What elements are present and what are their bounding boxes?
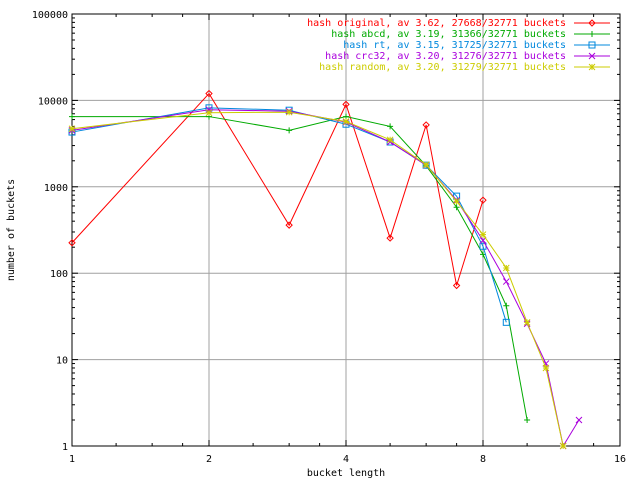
data-point [479,236,487,244]
x-tick-label: 16 [614,454,626,465]
legend-label: hash abcd, av 3.19, 31366/32771 buckets [331,29,566,40]
legend-label: hash random, av 3.20, 31279/32771 bucket… [319,62,566,73]
y-tick-label: 10 [56,356,68,367]
y-tick-label: 1000 [44,183,68,194]
data-point [502,264,510,272]
data-point [342,118,350,125]
data-point [286,127,293,134]
legend-label: hash original, av 3.62, 27668/32771 buck… [307,18,566,29]
data-point [503,302,510,309]
data-point [387,123,394,130]
data-point [575,416,583,424]
data-point [68,125,76,133]
y-tick-label: 10000 [38,96,68,107]
series-1 [68,89,487,290]
data-point [559,442,567,450]
data-point [205,106,213,114]
data-point [422,161,430,169]
axis-ticks: 1 2 4 8 16 1 10 100 1000 10000 100000 [32,10,626,465]
data-point [68,239,76,247]
data-point [502,318,510,326]
data-point [69,113,75,120]
data-point [479,196,487,204]
data-point [205,89,213,98]
data-point [542,364,550,372]
data-point [386,234,394,242]
data-point [453,197,460,205]
x-axis-label: bucket length [307,468,385,479]
data-point [205,109,213,117]
series-5 [68,108,567,450]
legend: hash original, av 3.62, 27668/32771 buck… [307,18,610,73]
data-series [68,89,583,450]
y-tick-label: 100000 [32,10,68,21]
series-2 [69,113,531,423]
x-tick-label: 2 [206,454,212,465]
series-4 [68,106,583,450]
data-point [342,100,350,109]
data-point [285,108,293,116]
y-tick-label: 1 [62,442,68,453]
legend-swatch-marker [589,31,595,37]
legend-swatch-marker [588,63,596,71]
x-tick-label: 8 [480,454,486,465]
series-line [71,111,564,447]
series-line [72,116,528,421]
x-tick-label: 1 [69,454,75,465]
series-line [71,107,507,323]
data-point [524,416,531,423]
legend-label: hash crc32, av 3.20, 31276/32771 buckets [325,51,566,62]
data-point [452,281,461,290]
legend-swatch-marker [588,52,596,60]
data-point [523,318,531,326]
data-point [453,204,460,211]
data-point [386,136,394,144]
grid [72,14,620,446]
legend-label: hash rt, av 3.15, 31725/32771 buckets [343,40,566,51]
x-tick-label: 4 [343,454,349,465]
series-line [71,92,484,286]
y-tick-label: 100 [50,269,68,280]
data-point [422,121,430,129]
legend-swatch-marker [588,41,596,49]
legend-swatch-marker [588,19,596,27]
y-axis-label: number of buckets [6,179,17,281]
data-point [285,221,293,229]
data-point [479,231,487,238]
data-point [502,278,510,285]
